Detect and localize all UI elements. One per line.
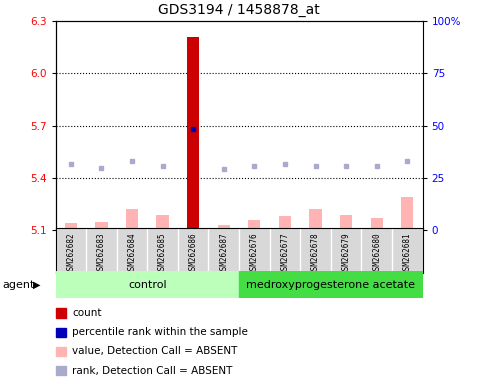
Text: value, Detection Call = ABSENT: value, Detection Call = ABSENT [72, 346, 238, 356]
Bar [95, 222, 108, 230]
Text: GSM262676: GSM262676 [250, 232, 259, 274]
Bar [218, 225, 230, 230]
Text: count: count [72, 308, 101, 318]
Text: GSM262683: GSM262683 [97, 232, 106, 274]
Bar [310, 210, 322, 230]
Text: GSM262681: GSM262681 [403, 232, 412, 274]
Text: GSM262682: GSM262682 [66, 232, 75, 274]
Text: control: control [128, 280, 167, 290]
Text: GSM262677: GSM262677 [281, 232, 289, 274]
Bar [65, 223, 77, 230]
Text: rank, Detection Call = ABSENT: rank, Detection Call = ABSENT [72, 366, 232, 376]
Bar [248, 220, 260, 230]
Text: GSM262684: GSM262684 [128, 232, 137, 274]
Text: GSM262687: GSM262687 [219, 232, 228, 274]
Text: agent: agent [2, 280, 35, 290]
Text: percentile rank within the sample: percentile rank within the sample [72, 327, 248, 337]
Bar [126, 210, 138, 230]
Text: GSM262685: GSM262685 [158, 232, 167, 274]
Bar [401, 197, 413, 230]
Text: GSM262679: GSM262679 [341, 232, 351, 274]
Text: ▶: ▶ [33, 280, 41, 290]
Bar [239, 271, 423, 298]
Bar [56, 347, 66, 356]
Text: GSM262680: GSM262680 [372, 232, 381, 274]
Text: medroxyprogesterone acetate: medroxyprogesterone acetate [246, 280, 415, 290]
Title: GDS3194 / 1458878_at: GDS3194 / 1458878_at [158, 3, 320, 17]
Bar [279, 217, 291, 230]
Bar [56, 271, 239, 298]
Bar [56, 308, 66, 318]
Bar [370, 218, 383, 230]
Bar [156, 215, 169, 230]
Text: GSM262686: GSM262686 [189, 232, 198, 274]
Bar [340, 215, 352, 230]
Text: GSM262678: GSM262678 [311, 232, 320, 274]
Bar [56, 328, 66, 337]
Bar [56, 366, 66, 375]
Bar [187, 37, 199, 230]
